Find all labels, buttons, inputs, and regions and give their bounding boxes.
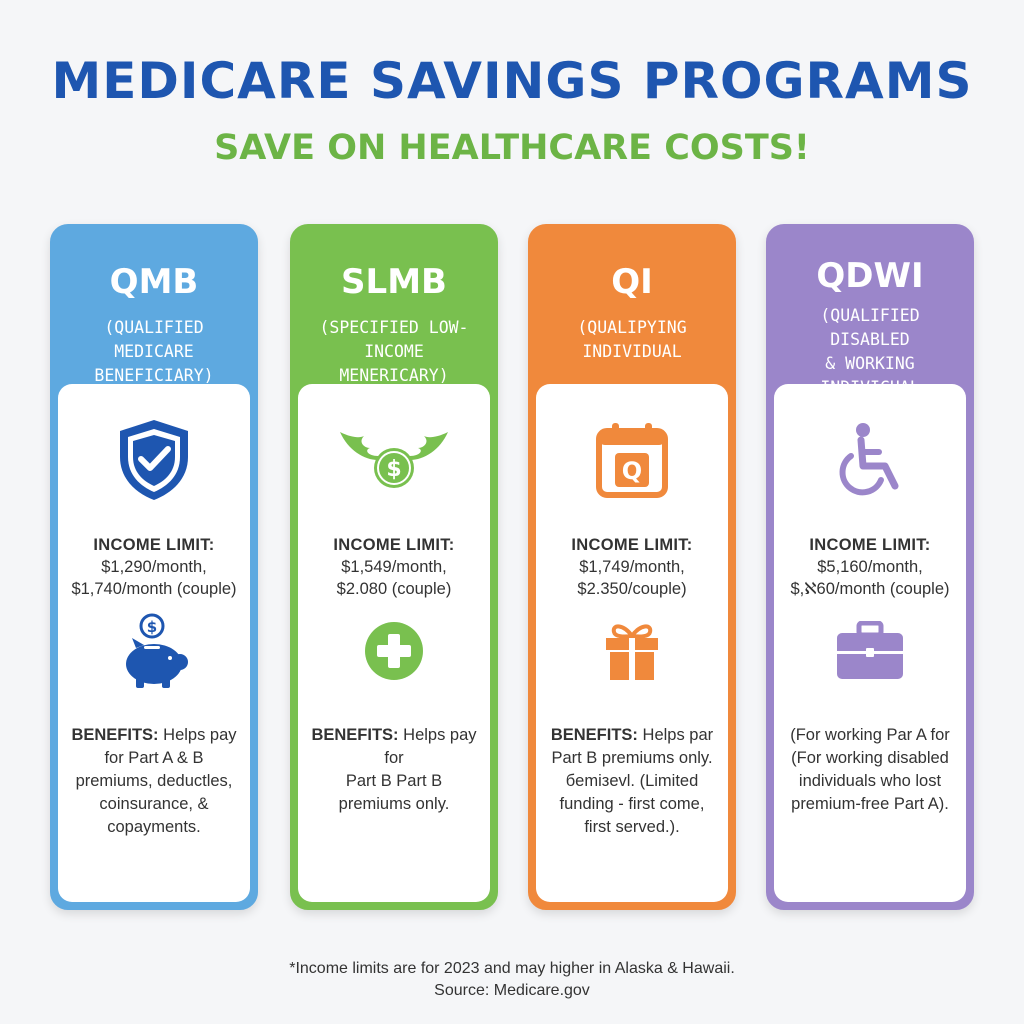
benefits-text: BENEFITS: Helps par Part B premiums only… xyxy=(550,726,714,836)
program-cards: QMB (QUALIFIED MEDICARE BENEFICIARY) INC… xyxy=(0,224,1024,910)
card-body: $ INCOME LIMIT: $1,549/month, $2.080 (co… xyxy=(298,384,490,902)
card-header: QI (QUALIPYING INDIVIDUAL xyxy=(530,226,734,384)
card-qdwi: QDWI (QUALIFIED DISABLED & WORKING INDIV… xyxy=(766,224,974,910)
card-abbr: QI xyxy=(611,262,653,302)
card-fullname: (QUALIPYING INDIVIDUAL xyxy=(577,318,687,361)
card-slmb: SLMB (SPECIFIED LOW-INCOME MENERICARY) $… xyxy=(290,224,498,910)
piggy-bank-icon: $ xyxy=(126,613,188,688)
page-title: MEDICARE SAVINGS PROGRAMS xyxy=(51,52,973,110)
card-qi: QI (QUALIPYING INDIVIDUAL Q INCOME LIMIT… xyxy=(528,224,736,910)
plus-circle-icon xyxy=(365,622,423,680)
footnote: *Income limits are for 2023 and may high… xyxy=(0,958,1024,1002)
card-body: INCOME LIMIT: $5,160/month, $,ℵ60/month … xyxy=(774,384,966,902)
wheelchair-icon xyxy=(839,423,899,496)
svg-text:$: $ xyxy=(386,457,401,482)
card-body: Q INCOME LIMIT: $1,749/month, $2.350/cou… xyxy=(536,384,728,902)
benefits-text: BENEFITS: Helps pay for Part B Part B pr… xyxy=(311,726,477,813)
benefits-text: BENEFITS: Helps pay for Part A & B premi… xyxy=(71,726,237,836)
card-fullname: (SPECIFIED LOW-INCOME MENERICARY) xyxy=(319,318,469,385)
benefits-text: (For working Par A for (For working disa… xyxy=(790,726,950,813)
card-abbr: SLMB xyxy=(341,262,447,302)
svg-text:Q: Q xyxy=(622,457,642,485)
footnote-text: *Income limits are for 2023 and may high… xyxy=(289,960,735,977)
briefcase-icon xyxy=(837,621,903,679)
card-body: INCOME LIMIT: $1,290/month, $1,740/month… xyxy=(58,384,250,902)
page-subtitle: SAVE ON HEALTHCARE COSTS! xyxy=(214,128,810,168)
calendar-q-icon: Q xyxy=(596,423,668,498)
gift-icon xyxy=(606,624,658,680)
card-header: SLMB (SPECIFIED LOW-INCOME MENERICARY) xyxy=(292,226,496,385)
winged-coin-icon: $ xyxy=(340,432,448,488)
income-limit: INCOME LIMIT: $1,290/month, $1,740/month… xyxy=(71,536,237,598)
card-qmb: QMB (QUALIFIED MEDICARE BENEFICIARY) INC… xyxy=(50,224,258,910)
card-abbr: QMB xyxy=(109,262,199,302)
shield-check-icon xyxy=(120,420,188,500)
card-header: QDWI (QUALIFIED DISABLED & WORKING INDIV… xyxy=(768,226,972,397)
card-header: QMB (QUALIFIED MEDICARE BENEFICIARY) xyxy=(52,226,256,385)
card-fullname: (QUALIFIED MEDICARE BENEFICIARY) xyxy=(94,318,214,385)
income-limit: INCOME LIMIT: $1,749/month, $2.350/coupl… xyxy=(571,536,693,598)
svg-text:$: $ xyxy=(147,618,157,636)
income-limit: INCOME LIMIT: $1,549/month, $2.080 (coup… xyxy=(333,536,455,598)
card-abbr: QDWI xyxy=(816,256,924,296)
income-limit: INCOME LIMIT: $5,160/month, $,ℵ60/month … xyxy=(790,536,950,598)
source-text: Source: Medicare.gov xyxy=(434,982,590,999)
